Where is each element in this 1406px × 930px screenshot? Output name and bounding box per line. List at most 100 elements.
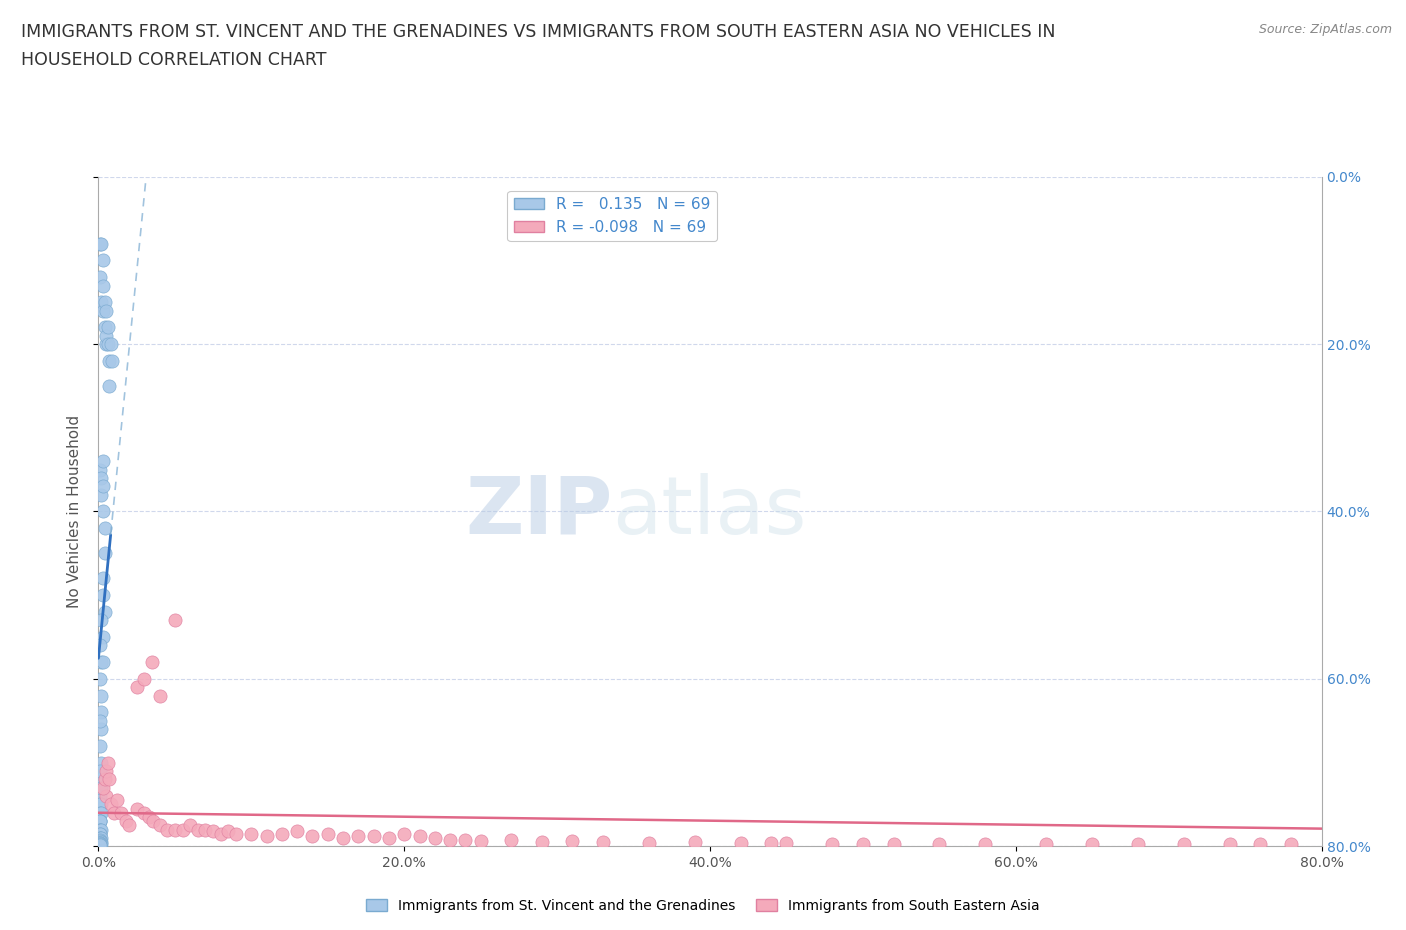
Point <box>363 829 385 844</box>
Point <box>98 379 121 393</box>
Point <box>332 830 354 845</box>
Point <box>90 236 112 251</box>
Point <box>256 829 278 844</box>
Point <box>90 705 112 720</box>
Point <box>194 822 217 837</box>
Point <box>202 824 225 839</box>
Point <box>100 337 122 352</box>
Point <box>98 772 121 787</box>
Point <box>91 303 114 318</box>
Point <box>134 805 156 820</box>
Point <box>91 504 114 519</box>
Point <box>118 818 141 833</box>
Legend: R =   0.135   N = 69, R = -0.098   N = 69: R = 0.135 N = 69, R = -0.098 N = 69 <box>508 191 717 241</box>
Point <box>90 722 112 737</box>
Point <box>89 789 111 804</box>
Point <box>592 835 614 850</box>
Point <box>89 638 111 653</box>
Point <box>93 546 115 561</box>
Point <box>1279 836 1302 851</box>
Point <box>530 835 553 850</box>
Point <box>163 613 186 628</box>
Point <box>378 830 401 845</box>
Point <box>89 270 111 285</box>
Point <box>90 295 112 310</box>
Point <box>91 571 114 586</box>
Point <box>149 818 172 833</box>
Point <box>1249 836 1271 851</box>
Text: Source: ZipAtlas.com: Source: ZipAtlas.com <box>1258 23 1392 36</box>
Point <box>115 814 138 829</box>
Point <box>187 822 209 837</box>
Text: HOUSEHOLD CORRELATION CHART: HOUSEHOLD CORRELATION CHART <box>21 51 326 69</box>
Point <box>89 830 111 845</box>
Point <box>90 797 112 812</box>
Point <box>100 797 122 812</box>
Point <box>501 833 523 848</box>
Point <box>90 613 112 628</box>
Point <box>90 805 112 820</box>
Point <box>209 827 232 842</box>
Point <box>90 780 112 795</box>
Point <box>97 337 120 352</box>
Point <box>94 303 117 318</box>
Legend: Immigrants from St. Vincent and the Grenadines, Immigrants from South Eastern As: Immigrants from St. Vincent and the Gren… <box>360 894 1046 919</box>
Point <box>93 295 115 310</box>
Point <box>89 236 111 251</box>
Point <box>156 822 179 837</box>
Point <box>217 824 239 839</box>
Point <box>89 832 111 847</box>
Point <box>90 835 112 850</box>
Point <box>91 278 114 293</box>
Point <box>89 814 111 829</box>
Point <box>225 827 247 842</box>
Point <box>1035 836 1057 851</box>
Point <box>94 789 117 804</box>
Point <box>423 830 446 845</box>
Point <box>90 836 112 851</box>
Point <box>89 764 111 778</box>
Point <box>90 830 112 845</box>
Point <box>240 827 263 842</box>
Point <box>89 827 111 842</box>
Point <box>89 836 111 851</box>
Point <box>821 836 844 851</box>
Point <box>101 353 124 368</box>
Point <box>179 818 201 833</box>
Point <box>98 353 121 368</box>
Point <box>89 671 111 686</box>
Point <box>138 809 160 825</box>
Point <box>89 830 111 845</box>
Point <box>90 822 112 837</box>
Point <box>89 837 111 852</box>
Point <box>89 827 111 842</box>
Point <box>1173 836 1195 851</box>
Point <box>93 604 115 619</box>
Point <box>94 337 117 352</box>
Point <box>89 797 111 812</box>
Point <box>91 655 114 670</box>
Point <box>759 835 782 850</box>
Point <box>89 805 111 820</box>
Point <box>91 479 114 494</box>
Point <box>439 832 461 847</box>
Point <box>89 462 111 477</box>
Point <box>91 780 114 795</box>
Point <box>974 836 997 851</box>
Point <box>125 802 148 817</box>
Point <box>561 834 583 849</box>
Point <box>91 253 114 268</box>
Point <box>89 822 111 837</box>
Point <box>408 829 430 844</box>
Point <box>683 835 706 850</box>
Point <box>103 805 125 820</box>
Point <box>270 827 292 842</box>
Point <box>163 822 186 837</box>
Point <box>89 814 111 829</box>
Point <box>89 738 111 753</box>
Point <box>97 755 120 770</box>
Text: atlas: atlas <box>612 472 807 551</box>
Point <box>125 680 148 695</box>
Point <box>89 837 111 852</box>
Point <box>94 764 117 778</box>
